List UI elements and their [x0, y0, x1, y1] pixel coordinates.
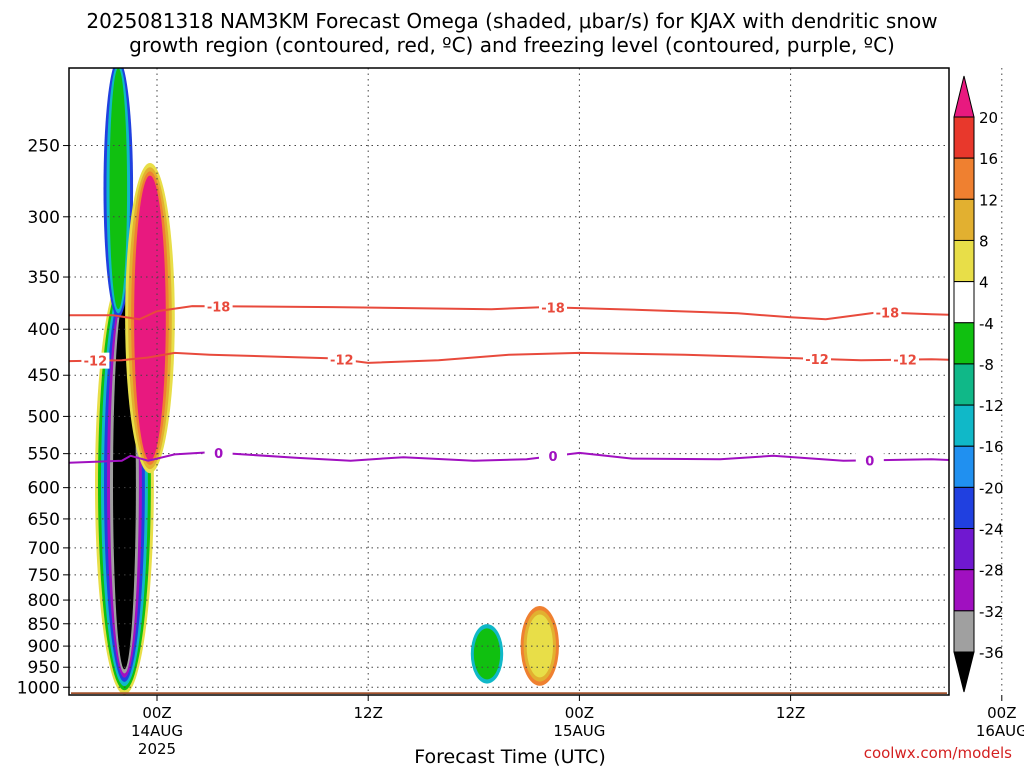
ytick-label-750: 750: [28, 566, 60, 586]
contour-label-bg-1-2: [803, 350, 831, 367]
shade-core-5: [473, 628, 501, 680]
colorbar-label-9: -20: [979, 479, 1004, 497]
colorbar-swatch-8: [953, 404, 975, 447]
contour-label-2-1: 0: [548, 450, 557, 465]
colorbar: 20 16 12 8 4 -4 -8 -12 -16 -20 -24 -28 -32 -36: [953, 75, 1004, 693]
ytick-label-650: 650: [28, 510, 60, 530]
contour-line-2: [69, 451, 949, 464]
colorbar-swatch-2: [953, 157, 975, 200]
contour-label-bg-2-2: [855, 452, 884, 469]
ytick-label-700: 700: [28, 539, 60, 559]
colorbar-swatch-13: [953, 610, 975, 653]
colorbar-swatch-5: [953, 281, 975, 324]
colorbar-swatch-4: [953, 239, 975, 283]
colorbar-label-13: -36: [979, 644, 1004, 662]
contour-line-1: [69, 351, 949, 364]
contour-label-bg-2-1: [539, 448, 567, 465]
colorbar-swatch-6: [953, 322, 975, 365]
contour-label-1-1: -12: [330, 354, 354, 369]
contour-label-1-0: -12: [84, 355, 108, 370]
contour-label-0-1: -18: [541, 301, 565, 316]
colorbar-swatch-1: [953, 116, 975, 159]
credit-text: coolwx.com/models: [863, 744, 1012, 762]
ground-fill: [71, 692, 947, 694]
colorbar-label-1: 16: [979, 150, 998, 168]
ytick-label-400: 400: [28, 320, 60, 340]
xtick-date-4: 16AUG: [976, 722, 1024, 740]
omega-shading: [95, 68, 1024, 695]
ytick-label-950: 950: [28, 658, 60, 678]
ground-strip: [71, 692, 947, 694]
contour-label-bg-2-0: [204, 444, 233, 461]
xtick-year-0: 2025: [138, 740, 176, 758]
colorbar-swatch-12: [953, 569, 975, 612]
contour-label-0-2: -18: [876, 307, 900, 322]
contour-label-bg-0-1: [539, 299, 567, 316]
chart-title-line2: growth region (contoured, red, ºC) and f…: [129, 33, 895, 57]
contour-label-bg-1-1: [327, 351, 356, 368]
colorbar-swatch-11: [953, 528, 975, 571]
colorbar-label-2: 12: [979, 191, 998, 209]
colorbar-label-12: -32: [979, 603, 1004, 621]
chart-title-line1: 2025081318 NAM3KM Forecast Omega (shaded…: [86, 9, 938, 33]
contour-label-2-2: 0: [865, 454, 874, 469]
xtick-label-1: 12Z: [354, 704, 383, 722]
shade-core-2: [134, 175, 166, 461]
contour-label-0-0: -18: [207, 300, 231, 315]
contour-label-2-0: 0: [214, 447, 223, 462]
contour-label-bg-1-0: [81, 352, 110, 369]
contour-label-1-3: -12: [893, 354, 917, 369]
colorbar-label-10: -24: [979, 521, 1004, 539]
contour-label-1-2: -12: [805, 353, 829, 368]
ytick-label-900: 900: [28, 637, 60, 657]
xtick-label-3: 12Z: [776, 704, 805, 722]
colorbar-swatch-9: [953, 445, 975, 488]
shade-core-1: [109, 68, 128, 310]
colorbar-swatch-7: [953, 363, 975, 406]
ytick-label-450: 450: [28, 366, 60, 386]
colorbar-label-3: 8: [979, 232, 989, 250]
ytick-label-600: 600: [28, 479, 60, 499]
ytick-label-1000: 1000: [17, 678, 60, 698]
colorbar-label-7: -12: [979, 397, 1004, 415]
colorbar-top-arrow: [953, 75, 975, 118]
ytick-label-250: 250: [28, 137, 60, 157]
contour-label-bg-1-3: [891, 351, 919, 368]
xtick-label-4: 00Z: [987, 704, 1016, 722]
shade-core-4: [993, 309, 1024, 536]
pressure-axis: 2503003504004505005506006507007508008509…: [17, 137, 69, 698]
colorbar-label-0: 20: [979, 109, 998, 127]
ytick-label-300: 300: [28, 208, 60, 228]
colorbar-bottom-arrow: [953, 651, 975, 693]
xtick-date-2: 15AUG: [553, 722, 605, 740]
ytick-label-550: 550: [28, 445, 60, 465]
colorbar-label-8: -16: [979, 438, 1004, 456]
colorbar-label-4: 4: [979, 274, 989, 292]
plot-frame: [68, 67, 950, 696]
colorbar-swatch-3: [953, 198, 975, 241]
contour-line-0: [69, 305, 949, 321]
ytick-label-350: 350: [28, 268, 60, 288]
contour-label-bg-0-2: [873, 304, 902, 321]
x-axis-label: Forecast Time (UTC): [414, 746, 606, 768]
temperature-contours: -18 -18 -18 -12 -12 -12 -12 0 0 0: [69, 298, 949, 469]
contour-label-bg-0-0: [204, 298, 233, 315]
ytick-label-800: 800: [28, 591, 60, 611]
colorbar-label-5: -4: [979, 315, 994, 333]
shade-ring-4-0: [990, 305, 1024, 541]
xtick-label-2: 00Z: [565, 704, 594, 722]
shade-core-6: [526, 614, 553, 678]
grid-lines: [69, 68, 1003, 695]
xtick-label-0: 00Z: [142, 704, 171, 722]
ytick-label-850: 850: [28, 615, 60, 635]
colorbar-swatch-10: [953, 486, 975, 530]
ytick-label-500: 500: [28, 407, 60, 427]
colorbar-label-11: -28: [979, 562, 1004, 580]
colorbar-label-6: -8: [979, 356, 994, 374]
xtick-date-0: 14AUG: [131, 722, 183, 740]
